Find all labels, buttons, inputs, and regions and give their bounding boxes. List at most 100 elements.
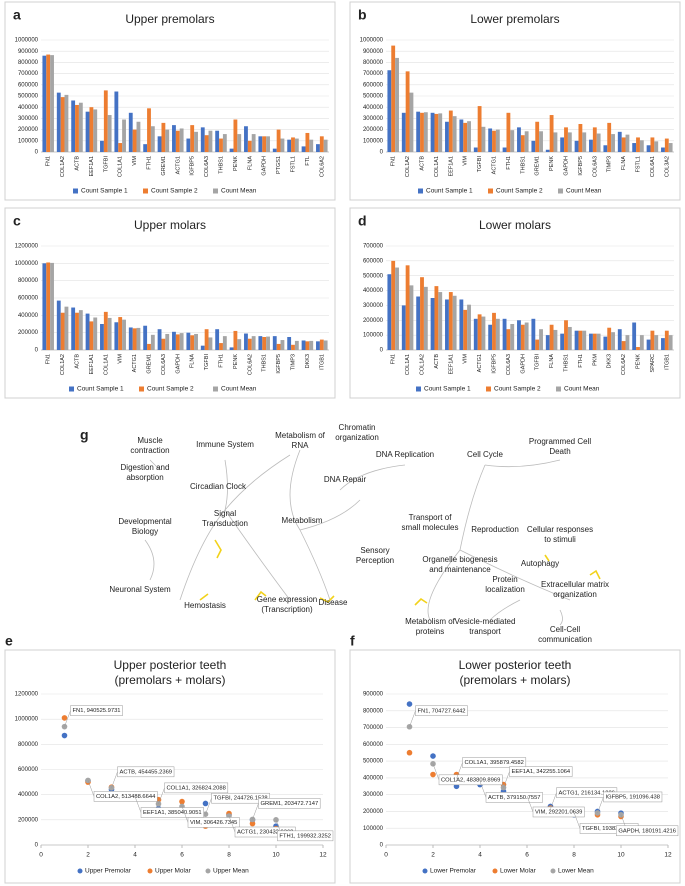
bar [520,135,525,152]
panel-letter: d [358,213,367,229]
legend-swatch [492,868,498,874]
y-tick-label: 600000 [18,296,39,302]
bar [186,138,191,152]
bar [531,140,536,152]
bar [323,139,328,152]
bar [172,331,176,350]
bar [276,343,281,350]
bar [194,333,198,350]
bar [488,128,493,152]
bar [492,130,496,152]
bar [107,115,112,152]
bar [161,122,166,152]
legend-swatch [147,868,153,874]
point [202,800,209,807]
value-label: FN1, 940525.9731 [73,708,121,714]
bar [592,333,597,350]
pathway-label: Muscle contraction [130,436,169,455]
legend-swatch [416,386,421,392]
bar [89,107,94,152]
bar [448,292,453,350]
y-tick-label: 800000 [18,742,39,748]
bar [204,329,209,350]
bar [118,317,123,350]
x-tick-label: COL6A2 [621,354,627,375]
bar [319,339,324,350]
bar [266,336,270,350]
bar [280,138,285,152]
label-line: Organelle biogenesis [422,555,497,564]
bar [309,340,314,350]
bar [222,336,227,350]
bar [229,148,234,152]
value-callout: COL1A1, 395879.4582 [456,757,527,779]
y-tick-label: 600000 [18,82,39,88]
label-line: Extracellular matrix [541,580,609,589]
pathway-label: Circadian Clock [190,482,247,491]
bar [654,141,659,152]
bar [524,322,529,350]
callout-box [485,792,543,803]
callout-box [164,782,229,794]
label-line: communication [538,635,592,644]
bar [596,133,601,152]
x-tick-label: COL6A2 [247,354,253,375]
bar [481,126,486,152]
x-tick-label: 4 [478,852,482,859]
y-tick-label: 700000 [18,71,39,77]
x-tick-label: 10 [272,852,280,859]
value-callout: GAPDH, 180191.4216 [616,814,679,837]
y-tick-label: 600000 [363,742,384,748]
bar [258,136,263,152]
bar [589,333,593,350]
bar [71,307,76,350]
label-line: absorption [126,473,163,482]
bar [301,340,306,350]
pathway-label: Reproduction [471,525,519,534]
bar [409,285,414,350]
panel-letter: e [5,633,13,649]
bar [136,121,141,152]
pathway-label: Gene expression (Transcription) [257,595,317,614]
bar [535,121,540,152]
bar [553,329,558,350]
callout-box [140,807,204,818]
bar [233,330,238,350]
bar [147,343,151,350]
x-tick-label: DKK3 [607,354,613,368]
point [179,798,185,805]
bar [237,134,242,152]
panel-letter: g [80,427,89,443]
value-label: COL1A1, 395879.4582 [465,760,524,766]
bar [553,132,558,152]
x-tick-label: ACTG1 [132,354,138,372]
legend-swatch [488,188,493,194]
bar [294,340,299,350]
label-line: Metabolism of [405,617,456,626]
legend-label: Upper Premolar [85,868,132,875]
value-label: ACTB, 379150.7557 [488,795,541,801]
value-label: ACTG1, 230432.9362 [237,830,293,836]
bar [179,333,184,350]
bar [423,286,428,350]
label-line: Chromatin [339,423,376,432]
bar [668,335,673,350]
value-label: FN1, 704727.6442 [418,708,466,714]
y-tick-label: 500000 [363,94,384,100]
bar [668,143,673,152]
x-tick-label: GAPDH [563,156,569,176]
pathway-label: Metabolism [282,516,323,525]
pathway-label: DNA Repair [324,475,367,484]
legend-label: Count Sample 1 [81,188,128,195]
legend-swatch [205,868,211,874]
bar [395,267,399,350]
y-tick-label: 400000 [18,313,39,319]
y-tick-label: 100000 [363,138,384,144]
bar [578,124,583,152]
bar [190,125,195,152]
pathway-label: Autophagy [521,559,559,568]
x-tick-label: VIM [463,354,469,364]
bar [405,265,410,350]
bar [175,334,180,350]
bar [401,112,406,152]
